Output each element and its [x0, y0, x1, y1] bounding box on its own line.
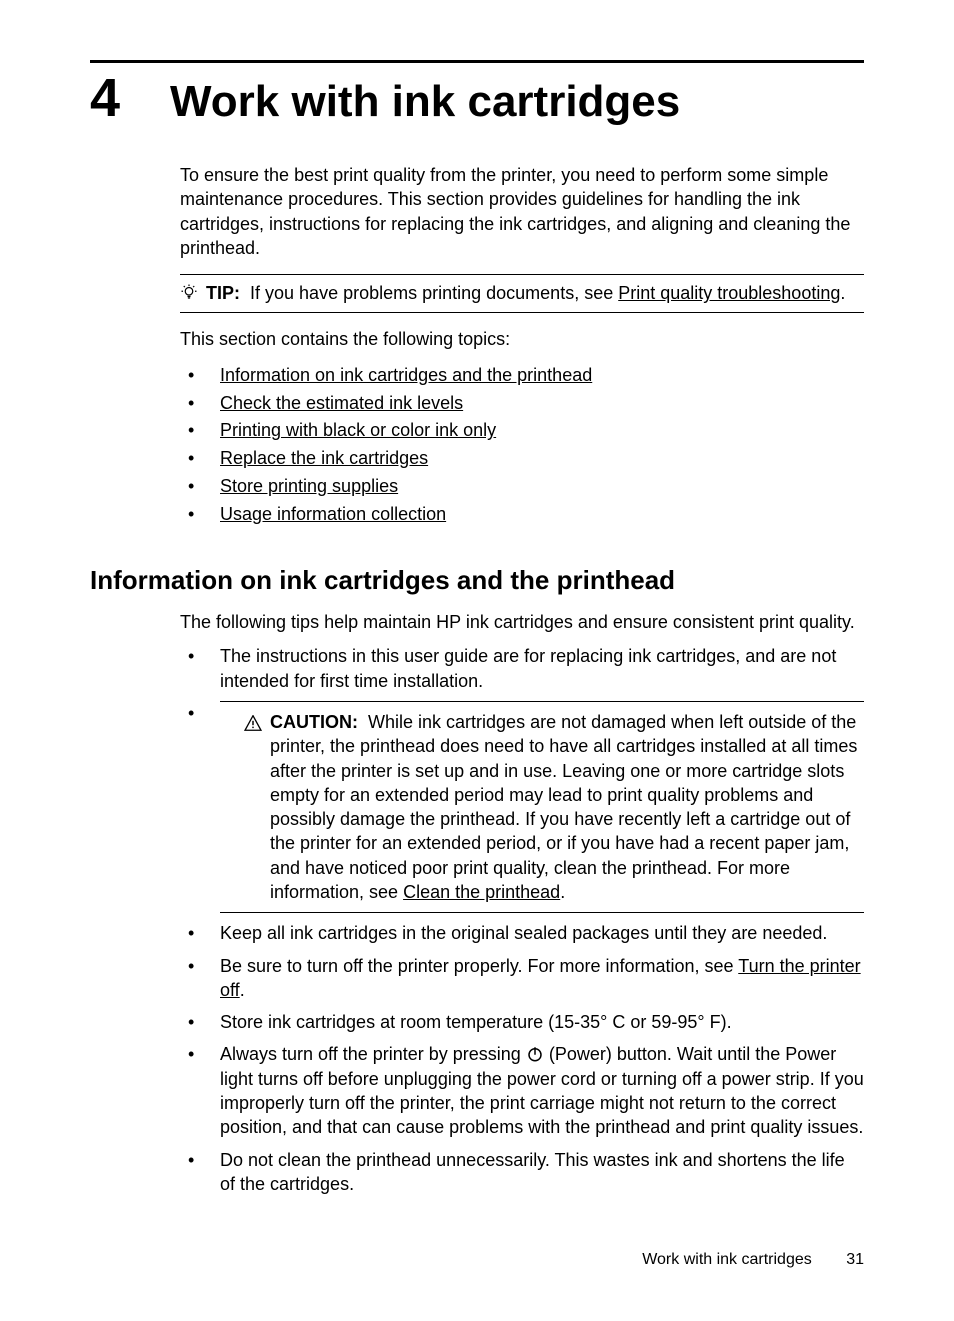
list-text: Store ink cartridges at room temperature…	[220, 1012, 732, 1032]
chapter-title: Work with ink cartridges	[170, 79, 680, 125]
intro-paragraph: To ensure the best print quality from th…	[180, 163, 864, 260]
tip-text: TIP: If you have problems printing docum…	[206, 281, 845, 305]
topics-list: Information on ink cartridges and the pr…	[180, 362, 864, 529]
topic-link[interactable]: Information on ink cartridges and the pr…	[220, 365, 592, 385]
topic-item: Information on ink cartridges and the pr…	[180, 362, 864, 390]
tip-note: TIP: If you have problems printing docum…	[180, 274, 864, 313]
chapter-header: 4 Work with ink cartridges	[90, 71, 864, 125]
list-pre: Be sure to turn off the printer properly…	[220, 956, 738, 976]
list-item: Be sure to turn off the printer properly…	[180, 954, 864, 1003]
caution-note: CAUTION: While ink cartridges are not da…	[220, 701, 864, 913]
topics-lead: This section contains the following topi…	[180, 327, 864, 351]
section-heading: Information on ink cartridges and the pr…	[90, 565, 864, 596]
topic-link[interactable]: Usage information collection	[220, 504, 446, 524]
tip-link[interactable]: Print quality troubleshooting	[618, 283, 840, 303]
caution-link[interactable]: Clean the printhead	[403, 882, 560, 902]
section-lead: The following tips help maintain HP ink …	[180, 610, 864, 634]
power-icon	[526, 1044, 544, 1064]
tip-post: .	[840, 283, 845, 303]
tips-list: The instructions in this user guide are …	[180, 644, 864, 1196]
page-footer: Work with ink cartridges 31	[642, 1251, 864, 1269]
tip-icon	[180, 283, 198, 306]
list-post: .	[240, 980, 245, 1000]
topic-link[interactable]: Replace the ink cartridges	[220, 448, 428, 468]
page-number: 31	[846, 1251, 864, 1268]
list-item: Do not clean the printhead unnecessarily…	[180, 1148, 864, 1197]
topic-item: Replace the ink cartridges	[180, 445, 864, 473]
caution-text: CAUTION: While ink cartridges are not da…	[270, 710, 864, 904]
topic-item: Store printing supplies	[180, 473, 864, 501]
list-text: The instructions in this user guide are …	[220, 646, 836, 690]
topic-item: Check the estimated ink levels	[180, 390, 864, 418]
list-pre: Always turn off the printer by pressing	[220, 1044, 526, 1064]
list-text: Do not clean the printhead unnecessarily…	[220, 1150, 845, 1194]
topic-item: Printing with black or color ink only	[180, 417, 864, 445]
topic-link[interactable]: Check the estimated ink levels	[220, 393, 463, 413]
page: 4 Work with ink cartridges To ensure the…	[0, 0, 954, 1321]
list-text: Keep all ink cartridges in the original …	[220, 923, 827, 943]
list-item: Store ink cartridges at room temperature…	[180, 1010, 864, 1034]
caution-icon	[244, 713, 262, 737]
list-item: Always turn off the printer by pressing …	[180, 1042, 864, 1139]
topic-link[interactable]: Printing with black or color ink only	[220, 420, 496, 440]
list-item: The instructions in this user guide are …	[180, 644, 864, 693]
footer-text: Work with ink cartridges	[642, 1251, 812, 1268]
tip-pre: If you have problems printing documents,…	[250, 283, 618, 303]
chapter-number: 4	[90, 71, 120, 125]
list-item: Keep all ink cartridges in the original …	[180, 921, 864, 945]
section-body: The following tips help maintain HP ink …	[180, 610, 864, 1196]
body-block: To ensure the best print quality from th…	[180, 163, 864, 529]
list-item-caution: CAUTION: While ink cartridges are not da…	[180, 701, 864, 913]
topic-link[interactable]: Store printing supplies	[220, 476, 398, 496]
topic-item: Usage information collection	[180, 501, 864, 529]
tip-label: TIP:	[206, 283, 240, 303]
caution-post: .	[560, 882, 565, 902]
caution-body: While ink cartridges are not damaged whe…	[270, 712, 857, 902]
caution-label: CAUTION:	[270, 712, 358, 732]
top-rule	[90, 60, 864, 63]
